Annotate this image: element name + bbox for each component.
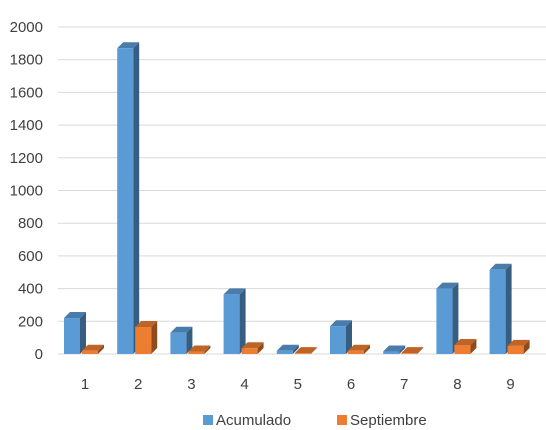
- legend: Acumulado Septiembre: [203, 412, 427, 429]
- y-tick-label: 1600: [10, 84, 43, 101]
- x-tick-label: 2: [134, 376, 142, 393]
- legend-label: Acumulado: [216, 412, 291, 429]
- y-tick-label: 1000: [10, 183, 43, 200]
- y-tick-label: 1200: [10, 150, 43, 167]
- y-tick-label: 0: [35, 346, 43, 363]
- x-tick-label: 1: [81, 376, 89, 393]
- x-axis-ticks: 1 2 3 4 5 6 7 8 9: [81, 376, 515, 393]
- y-tick-label: 1400: [10, 117, 43, 134]
- y-tick-label: 1800: [10, 52, 43, 69]
- bar: [507, 339, 530, 354]
- bar: [436, 282, 459, 354]
- y-tick-label: 2000: [10, 19, 43, 36]
- bar: [223, 288, 246, 354]
- x-tick-label: 6: [347, 376, 355, 393]
- y-tick-label: 400: [18, 281, 43, 298]
- gridlines: [58, 26, 546, 355]
- x-tick-label: 7: [400, 376, 408, 393]
- bar: [294, 347, 317, 354]
- legend-swatch: [337, 415, 347, 425]
- x-tick-label: 3: [187, 376, 195, 393]
- x-tick-label: 8: [453, 376, 461, 393]
- y-tick-label: 200: [18, 313, 43, 330]
- x-tick-label: 4: [240, 376, 248, 393]
- y-tick-label: 600: [18, 248, 43, 265]
- bar: [117, 42, 140, 354]
- x-tick-label: 9: [506, 376, 514, 393]
- x-tick-label: 5: [294, 376, 302, 393]
- bar: [348, 344, 370, 354]
- y-axis-ticks: 0 200 400 600 800 1000 1200 1400 1600 1800 2000: [10, 19, 43, 363]
- bar: [383, 345, 406, 354]
- bar: [454, 339, 477, 354]
- bar: [489, 263, 512, 354]
- bar: [276, 344, 299, 354]
- bars: [64, 42, 530, 354]
- bar: [188, 345, 211, 354]
- bar: [401, 347, 424, 354]
- bar: [170, 326, 193, 354]
- bar: [330, 320, 352, 354]
- bar: [64, 312, 86, 354]
- bar: [82, 344, 104, 354]
- legend-label: Septiembre: [350, 412, 427, 429]
- bar: [135, 321, 158, 354]
- y-tick-label: 800: [18, 215, 43, 232]
- legend-swatch: [203, 415, 213, 425]
- bar: [241, 342, 264, 354]
